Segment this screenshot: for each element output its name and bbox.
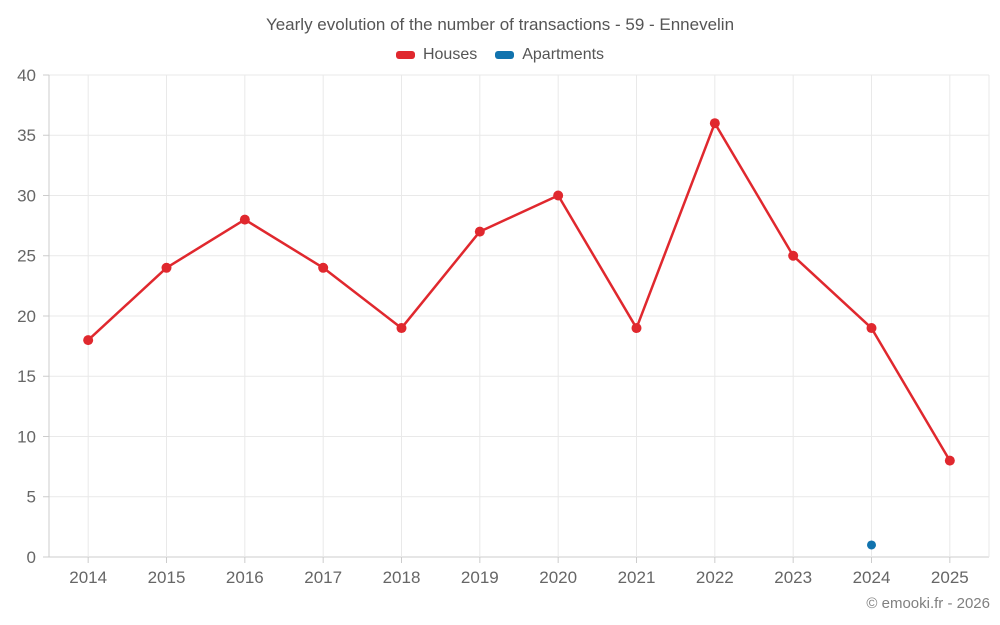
data-point-houses [239,214,250,225]
x-axis-label: 2022 [696,568,734,587]
data-point-apartments [867,540,876,550]
y-axis-label: 25 [17,247,36,266]
x-axis-label: 2017 [304,568,342,587]
chart-title: Yearly evolution of the number of transa… [265,15,735,34]
data-point-houses [788,250,799,261]
y-axis-label: 30 [17,186,36,205]
legend-label-houses: Houses [422,46,478,63]
data-point-houses [318,262,329,273]
x-axis-label: 2015 [148,568,186,587]
y-axis-label: 10 [17,427,36,446]
series-line-houses [86,121,952,462]
apartments-swatch-icon [495,51,515,59]
x-axis-label: 2024 [853,568,891,587]
y-axis-label: 35 [17,126,36,145]
data-point-houses [161,262,172,273]
data-point-houses [553,190,564,201]
legend-item-houses[interactable]: Houses [395,46,478,64]
y-axis-label: 20 [17,307,36,326]
data-point-houses [474,226,485,237]
x-axis-label: 2023 [774,568,812,587]
legend-item-apartments[interactable]: Apartments [495,46,604,64]
data-point-houses [83,335,94,346]
y-axis-label: 40 [17,66,36,85]
legend: Houses Apartments [0,46,1000,64]
x-axis-label: 2020 [539,568,577,587]
data-point-houses [866,323,877,334]
data-point-houses [396,323,407,334]
y-axis-label: 0 [27,548,36,567]
y-axis-label: 15 [17,367,36,386]
x-axis-label: 2014 [69,568,107,587]
legend-label-apartments: Apartments [522,46,605,63]
x-axis-label: 2019 [461,568,499,587]
x-axis-label: 2018 [383,568,421,587]
x-axis-label: 2016 [226,568,264,587]
x-axis-label: 2025 [931,568,969,587]
houses-swatch-icon [395,51,415,59]
x-axis-label: 2021 [618,568,656,587]
data-point-houses [944,455,955,466]
data-point-houses [709,118,720,129]
y-axis-label: 5 [27,488,36,507]
copyright-text: © emooki.fr - 2026 [866,595,990,612]
data-point-houses [631,323,642,334]
